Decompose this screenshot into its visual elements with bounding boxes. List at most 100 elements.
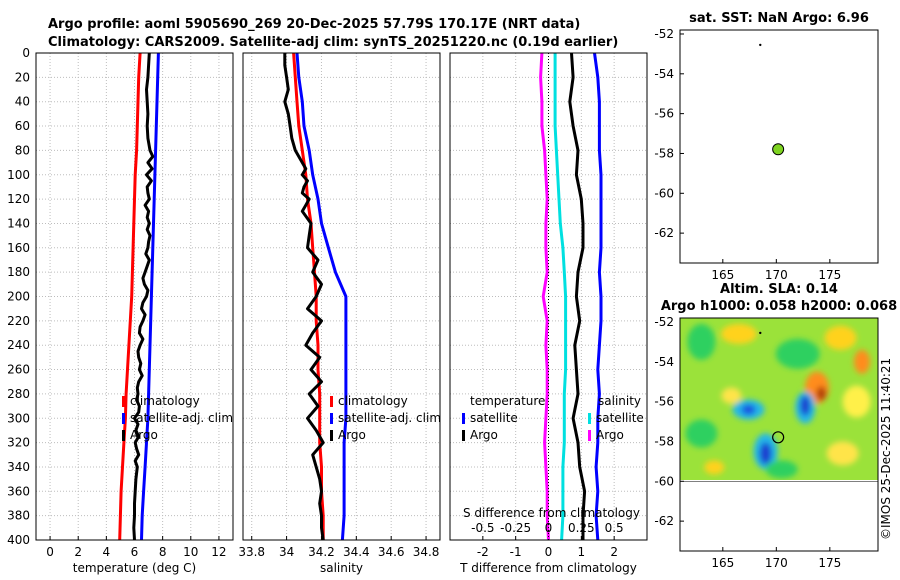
- profile-title: Argo profile: aoml 5905690_269 20-Dec-20…: [48, 17, 580, 32]
- legend-label: satellite-adj. clim: [130, 411, 233, 425]
- map-dot: [759, 43, 762, 47]
- y-tick-label: -52: [654, 27, 674, 41]
- sla-anomaly: [842, 385, 871, 418]
- y-tick-label: 200: [7, 290, 30, 304]
- x-tick-label: 34.2: [308, 545, 335, 559]
- climatology-title: Climatology: CARS2009. Satellite-adj cli…: [48, 35, 618, 50]
- series-argo: [132, 52, 155, 541]
- y-tick-label: -60: [654, 186, 674, 200]
- y-tick-label: 220: [7, 314, 30, 328]
- y-tick-label: -58: [654, 146, 674, 160]
- y-tick-label: 120: [7, 192, 30, 206]
- sla-anomaly: [853, 349, 870, 374]
- salinity-frame: [242, 52, 441, 541]
- y-tick-label: -60: [654, 474, 674, 488]
- y-tick-label: 260: [7, 363, 30, 377]
- series-s-argo: [539, 52, 550, 541]
- temperature-xlabel: temperature (deg C): [73, 561, 196, 575]
- x-tick-label: 34: [279, 545, 294, 559]
- sst-frame: [679, 29, 879, 264]
- legend-label: climatology: [130, 394, 200, 408]
- legend-swatch: [462, 430, 465, 441]
- legend-swatch: [330, 413, 333, 424]
- series-satellite-adj-clim: [140, 52, 160, 541]
- sla-anomalies: [685, 323, 871, 479]
- difference-xlabel-top: S difference from climatology: [463, 506, 640, 520]
- difference-panel: -2 -1 0 1 2 T difference from climatology S di…: [449, 52, 648, 575]
- legend-swatch: [588, 430, 591, 441]
- legend-label: climatology: [338, 394, 408, 408]
- x-tick-label: 34.8: [413, 545, 440, 559]
- legend-swatch: [122, 413, 125, 424]
- legend-swatch: [122, 396, 125, 407]
- x-tick-label: 34.6: [378, 545, 405, 559]
- legend-label: Argo: [596, 428, 624, 442]
- x-tick-label: 6: [131, 545, 139, 559]
- legend-heading-temperature: temperature: [470, 394, 545, 408]
- temperature-panel: 0 2 4 6 8 10 120204060801001201401601802002202…: [7, 46, 234, 575]
- x-tick-label: 12: [211, 545, 226, 559]
- temperature-frame: [35, 52, 234, 541]
- sla-anomaly: [759, 442, 772, 465]
- x-tick-label: 2: [74, 545, 82, 559]
- legend-label: satellite: [470, 411, 518, 425]
- series-argo: [283, 53, 325, 541]
- y-tick-label: 240: [7, 338, 30, 352]
- salinity-xlabel: salinity: [320, 561, 363, 575]
- x-tick-label: 175: [818, 556, 841, 570]
- salinity-panel: 33.8 34 34.2 34.4 34.6 34.8 salinity climatolog…: [238, 52, 441, 575]
- legend-swatch: [330, 430, 333, 441]
- y-tick-label: 160: [7, 241, 30, 255]
- sla-anomaly: [824, 325, 857, 350]
- y-tick-label: 20: [15, 70, 30, 84]
- y-tick-label: 0: [22, 46, 30, 60]
- y-tick-label: 140: [7, 216, 30, 230]
- sla-anomaly: [721, 387, 742, 404]
- y-tick-label: -54: [654, 67, 674, 81]
- salinity-diff-tick-label: 0.5: [605, 521, 624, 535]
- sla-anomaly: [704, 460, 725, 475]
- sla-anomaly: [687, 323, 716, 360]
- y-tick-label: -56: [654, 107, 674, 121]
- x-tick-label: 175: [818, 268, 841, 282]
- sla_map-title: Argo h1000: 0.058 h2000: 0.068: [661, 299, 897, 314]
- sla-frame: [679, 317, 879, 552]
- legend-label: satellite: [596, 411, 644, 425]
- legend-swatch: [122, 430, 125, 441]
- y-tick-label: 400: [7, 533, 30, 547]
- sla-anomaly: [741, 404, 756, 415]
- y-tick-label: 40: [15, 95, 30, 109]
- y-tick-label: 60: [15, 119, 30, 133]
- y-tick-label: 360: [7, 484, 30, 498]
- salinity-diff-tick-label: 0.25: [568, 521, 595, 535]
- legend-heading-salinity: salinity: [598, 394, 641, 408]
- y-tick-label: 280: [7, 387, 30, 401]
- x-tick-label: 170: [765, 268, 788, 282]
- y-tick-label: 320: [7, 436, 30, 450]
- y-tick-label: 80: [15, 143, 30, 157]
- x-tick-label: 10: [183, 545, 198, 559]
- series-climatology: [118, 52, 142, 541]
- legend-label: Argo: [470, 428, 498, 442]
- sla-anomaly: [720, 323, 757, 344]
- legend-label: satellite-adj. clim: [338, 411, 441, 425]
- y-tick-label: 180: [7, 265, 30, 279]
- sst_map-title: sat. SST: NaN Argo: 6.96: [689, 11, 869, 26]
- legend-label: Argo: [338, 428, 366, 442]
- legend-swatch: [330, 396, 333, 407]
- x-tick-label: 4: [103, 545, 111, 559]
- argo-location-marker: [772, 143, 785, 156]
- y-tick-label: -54: [654, 355, 674, 369]
- sla_map-title: Altim. SLA: 0.14: [720, 282, 838, 297]
- x-tick-label: 0: [545, 545, 553, 559]
- x-tick-label: 33.8: [238, 545, 265, 559]
- sla-anomaly: [685, 419, 718, 448]
- series-s-satellite: [553, 53, 568, 541]
- salinity-diff-tick-label: 0: [545, 521, 553, 535]
- sla-anomaly: [816, 386, 827, 401]
- sla-anomaly: [775, 338, 820, 369]
- sla-anomaly: [800, 395, 811, 416]
- salinity-plot-area: [243, 53, 440, 540]
- salinity-diff-tick-label: -0.25: [500, 521, 531, 535]
